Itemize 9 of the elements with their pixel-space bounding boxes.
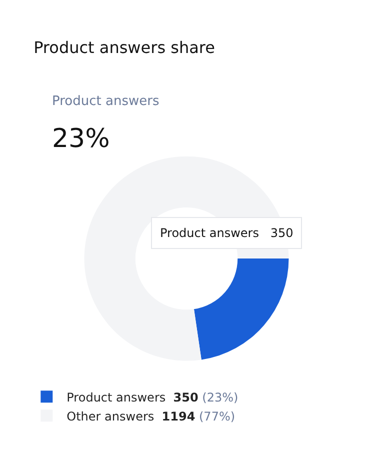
text: 23% <box>52 124 110 154</box>
data-label: 1194 (77%) <box>162 409 236 424</box>
data-label: 350 (23%) <box>173 390 238 404</box>
legend-label: Other answers <box>66 409 154 424</box>
chart-subtitle: Product answers <box>52 94 160 109</box>
legend-label: Product answers <box>66 390 166 404</box>
donut-slice <box>194 258 289 360</box>
text: Product answers 350 <box>160 226 294 240</box>
chart-title: Product answers share <box>34 38 215 58</box>
